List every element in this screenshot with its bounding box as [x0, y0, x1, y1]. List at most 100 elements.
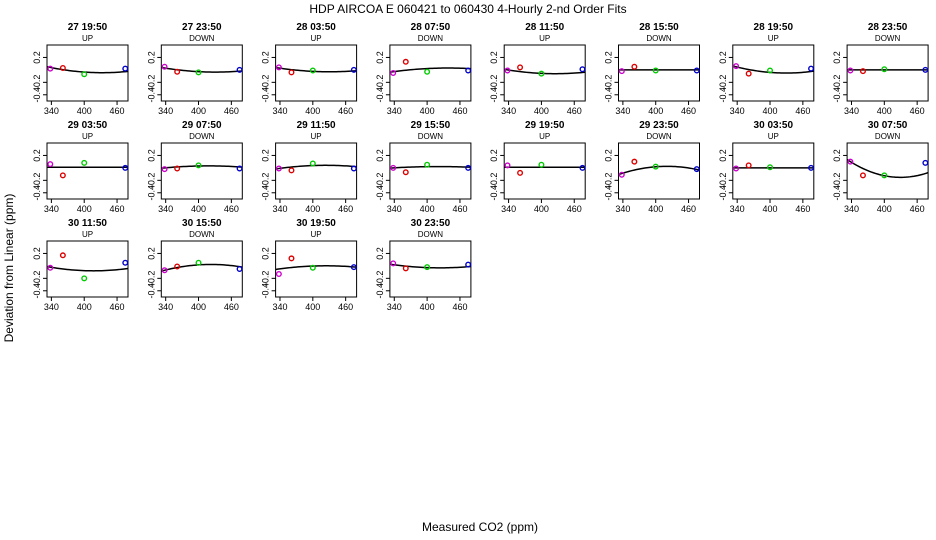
y-tick-label: -0.2 [32, 75, 42, 91]
fit-curve [275, 66, 357, 73]
data-point [236, 165, 243, 172]
data-point [350, 66, 357, 73]
data-point [808, 164, 815, 171]
x-tick-label: 460 [910, 106, 925, 116]
data-point [174, 263, 181, 270]
fit-curve [47, 265, 128, 272]
data-point [195, 259, 202, 266]
y-tick-label: 0.2 [261, 51, 271, 64]
data-point [767, 67, 774, 74]
data-point [465, 67, 472, 74]
x-tick-label: 340 [158, 204, 173, 214]
data-point [161, 63, 168, 70]
x-tick-label: 400 [305, 204, 320, 214]
data-point [309, 67, 316, 74]
panel-frame [389, 240, 472, 298]
fit-curve [161, 263, 243, 272]
x-tick-label: 400 [77, 204, 92, 214]
fit-curve [504, 68, 586, 75]
panel-frame [618, 44, 700, 102]
data-point [161, 166, 168, 173]
y-tick-label: 0.2 [489, 149, 499, 162]
x-tick-label: 400 [648, 204, 663, 214]
data-point [922, 159, 929, 166]
x-tick-label: 340 [44, 302, 59, 312]
panel-direction-label: DOWN [418, 230, 444, 239]
panel-title: 28 23:50 [868, 22, 908, 33]
y-tick-label: -0.4 [146, 185, 156, 201]
panel-title: 30 15:50 [182, 218, 222, 229]
panel-frame [275, 142, 358, 200]
y-tick-label: -0.4 [832, 87, 842, 103]
y-axis-label: Deviation from Linear (ppm) [2, 194, 16, 343]
data-point [847, 67, 854, 74]
figure-title: HDP AIRCOA E 060421 to 060430 4-Hourly 2… [309, 2, 626, 16]
x-tick-label: 460 [567, 204, 582, 214]
data-point [275, 64, 282, 71]
panel-title: 29 11:50 [297, 120, 336, 131]
data-point [693, 166, 700, 173]
panel-direction-label: DOWN [189, 34, 215, 43]
data-point [195, 162, 202, 169]
data-point [81, 71, 88, 78]
x-tick-label: 400 [191, 106, 206, 116]
y-tick-label: -0.4 [146, 283, 156, 299]
x-tick-label: 340 [844, 204, 859, 214]
x-tick-label: 460 [795, 106, 810, 116]
data-point [465, 261, 472, 268]
y-tick-label: 0.2 [261, 149, 271, 162]
data-point [579, 164, 586, 171]
x-tick-label: 400 [191, 302, 206, 312]
panel-frame [46, 44, 129, 102]
panel-frame [389, 44, 472, 102]
data-point [847, 158, 854, 165]
panel-title: 28 11:50 [525, 22, 564, 33]
y-tick-label: -0.4 [32, 185, 42, 201]
data-point [693, 67, 700, 74]
panel-direction-label: DOWN [875, 132, 901, 141]
x-tick-label: 340 [272, 302, 287, 312]
panel-title: 29 07:50 [182, 120, 222, 131]
x-tick-label: 460 [110, 106, 125, 116]
panel-title: 27 23:50 [182, 22, 222, 33]
y-tick-label: 0.2 [604, 149, 614, 162]
data-point [402, 58, 409, 65]
y-tick-label: 0.2 [718, 149, 728, 162]
x-tick-label: 400 [420, 204, 435, 214]
data-point [350, 165, 357, 172]
y-tick-label: -0.4 [261, 185, 271, 201]
data-point [618, 171, 625, 178]
data-point [236, 266, 243, 273]
data-point [275, 165, 282, 172]
y-tick-label: -0.2 [375, 173, 385, 189]
x-tick-label: 340 [272, 204, 287, 214]
data-point [59, 65, 66, 72]
data-point [922, 66, 929, 73]
panel-title: 27 19:50 [68, 22, 108, 33]
data-point [424, 264, 431, 271]
x-tick-label: 460 [224, 106, 239, 116]
y-tick-label: -0.4 [261, 283, 271, 299]
x-tick-label: 340 [501, 106, 516, 116]
y-tick-label: -0.2 [489, 75, 499, 91]
fit-curve [389, 263, 471, 269]
data-point [745, 70, 752, 77]
fit-curve [389, 67, 471, 73]
y-tick-label: -0.2 [146, 271, 156, 287]
y-tick-label: -0.2 [261, 271, 271, 287]
data-point [504, 162, 511, 169]
y-tick-label: -0.2 [146, 75, 156, 91]
fit-curve [618, 165, 700, 176]
x-tick-label: 340 [44, 204, 59, 214]
x-tick-label: 340 [272, 106, 287, 116]
panel-direction-label: DOWN [418, 132, 444, 141]
panel-direction-label: UP [768, 34, 779, 43]
y-tick-label: -0.2 [604, 75, 614, 91]
